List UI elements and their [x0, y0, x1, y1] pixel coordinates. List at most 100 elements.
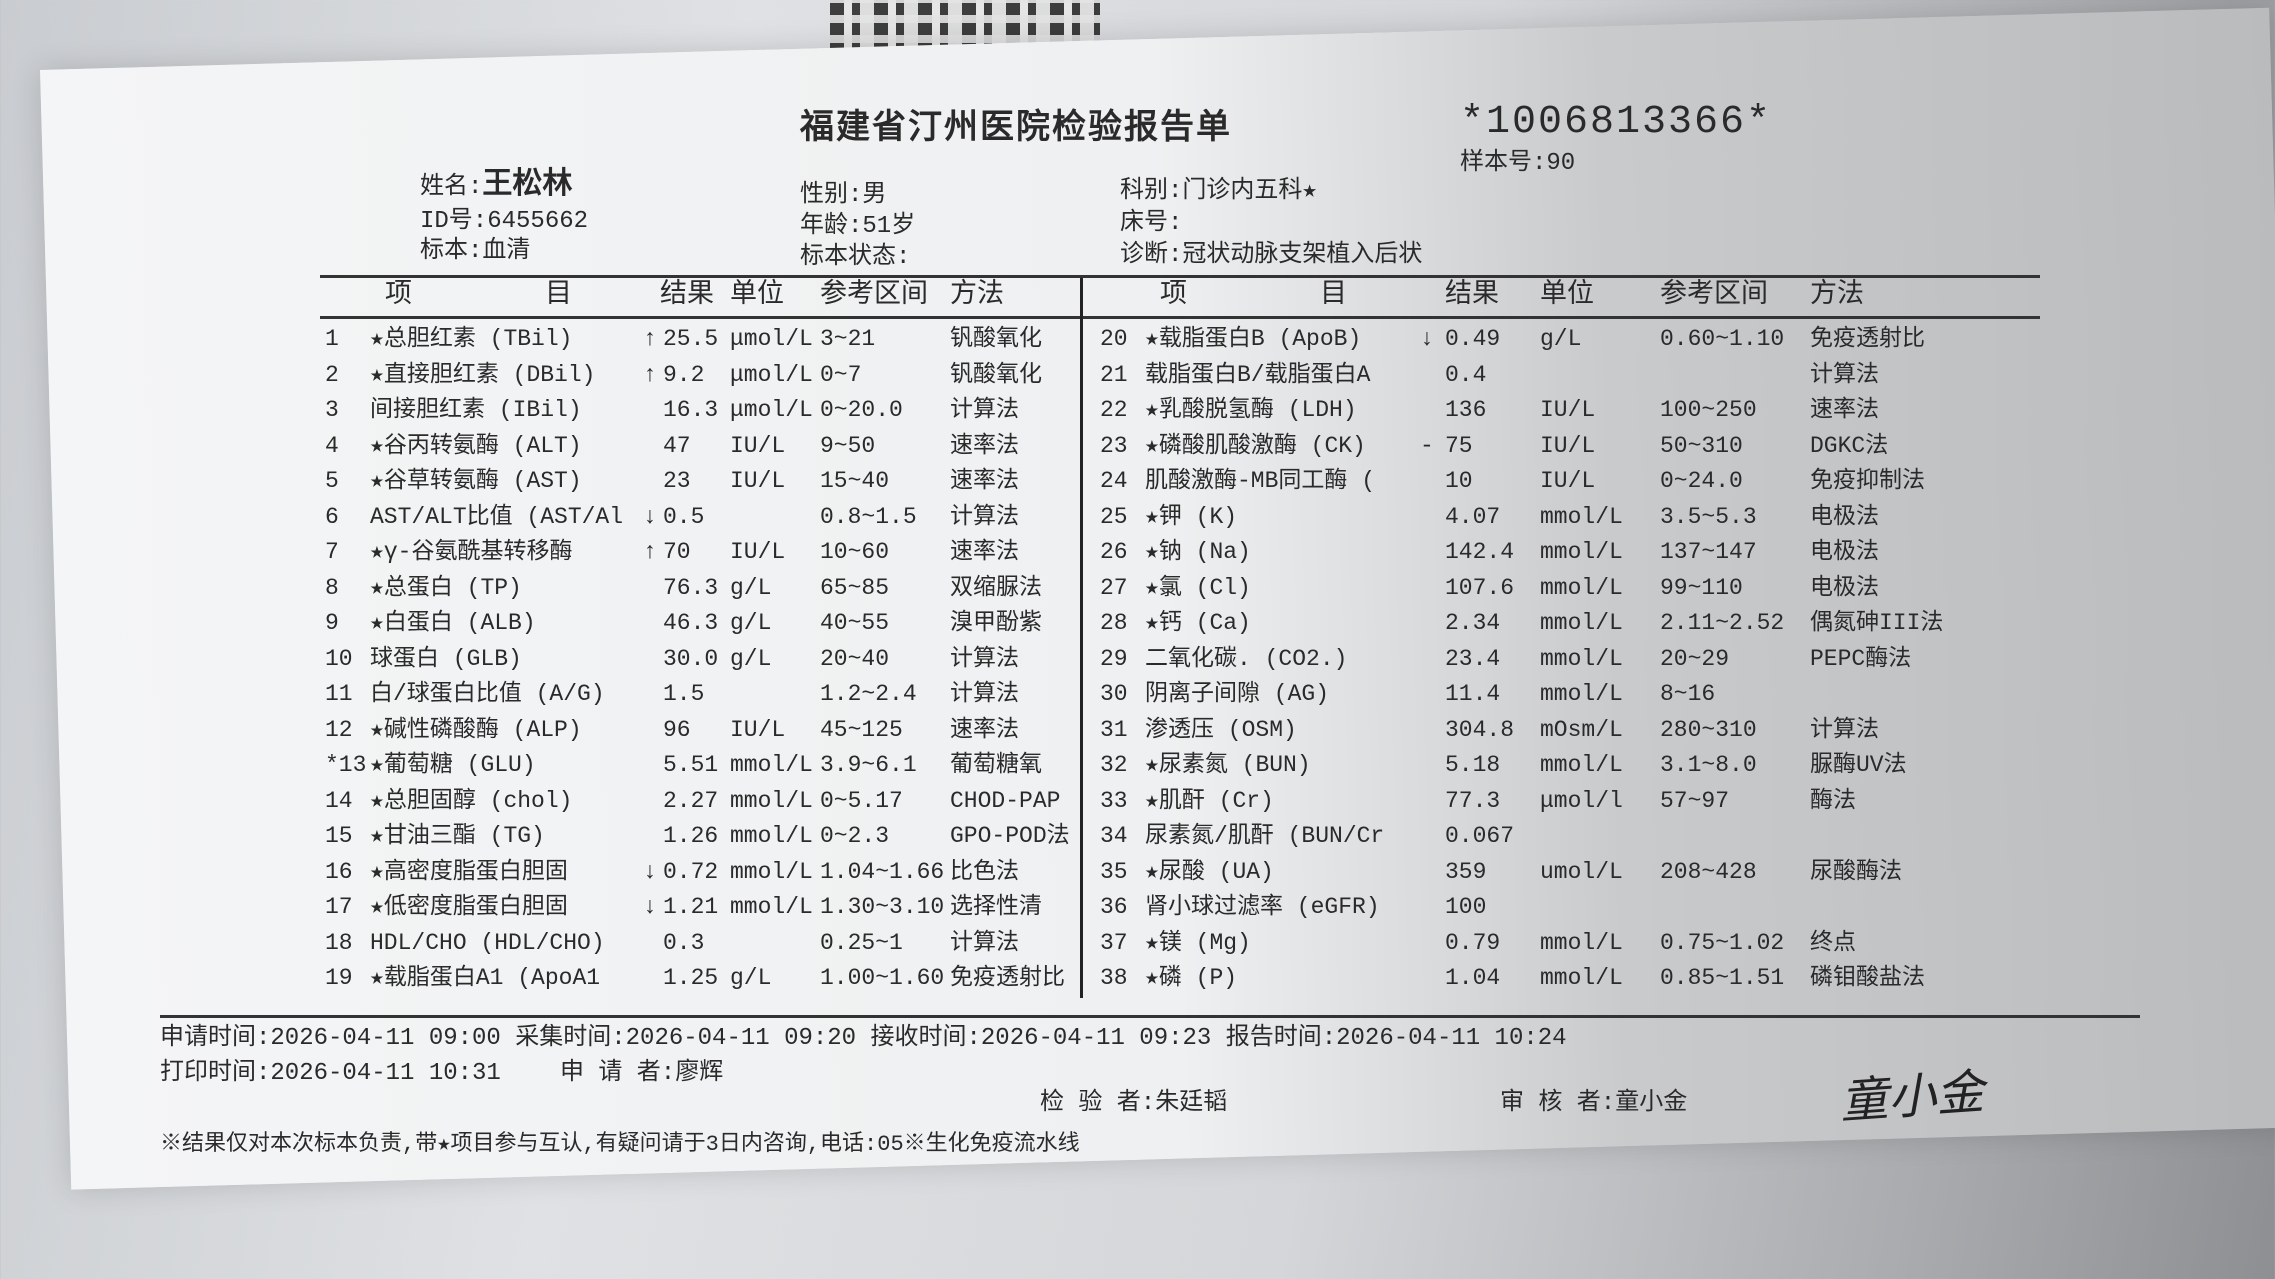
header-bottom-rule [320, 316, 2040, 319]
cell-flag: ↓ [643, 858, 657, 885]
cell-unit: μmol/L [730, 361, 813, 388]
cell-ref: 50~310 [1660, 432, 1743, 459]
cell-unit: g/L [730, 965, 772, 991]
footnote: ※结果仅对本次标本负责,带★项目参与互认,有疑问请于3日内咨询,电话:05※生化… [160, 1132, 1080, 1157]
cell-method: 偶氮砷III法 [1810, 610, 1944, 636]
specimen-status: 标本状态: [800, 244, 911, 271]
cell-method: CHOD-PAP [950, 787, 1061, 814]
cell-method: 脲酶UV法 [1810, 752, 1907, 778]
cell-no: 17 [325, 894, 353, 920]
cell-unit: mmol/L [1540, 929, 1623, 956]
patient-name: 姓名:王松林 [420, 168, 572, 206]
cell-unit: mmol/L [730, 752, 813, 778]
cell-ref: 280~310 [1660, 716, 1757, 743]
cell-ref: 0.8~1.5 [820, 503, 917, 530]
cell-result: 142.4 [1445, 539, 1515, 565]
cell-result: 2.27 [663, 787, 719, 814]
value: 门诊内五科★ [1182, 178, 1317, 205]
cell-ref: 0~5.17 [820, 787, 903, 814]
print-time: 打印时间:2026-04-11 10:31 [160, 1060, 501, 1087]
cell-result: 0.4 [1445, 361, 1487, 388]
cell-ref: 9~50 [820, 432, 876, 459]
cell-ref: 57~97 [1660, 787, 1730, 814]
cell-no: 2 [325, 361, 339, 388]
cell-name: ★载脂蛋白B (ApoB) [1145, 326, 1362, 352]
cell-method: 比色法 [950, 858, 1019, 885]
cell-name: 载脂蛋白B/载脂蛋白A [1145, 361, 1371, 388]
cell-ref: 1.2~2.4 [820, 681, 917, 707]
cell-result: 30.0 [663, 645, 719, 672]
cell-method: 免疫透射比 [950, 965, 1065, 991]
cell-flag: ↓ [643, 894, 657, 920]
cell-ref: 45~125 [820, 716, 903, 743]
cell-ref: 3.1~8.0 [1660, 752, 1757, 778]
label: 年龄: [800, 213, 863, 240]
specimen: 标本:血清 [420, 238, 530, 266]
cell-no: 25 [1100, 503, 1128, 530]
column-divider [1080, 278, 1083, 998]
column-header-ref: 参考区间 [820, 281, 928, 311]
cell-name: ★磷 (P) [1145, 965, 1238, 991]
cell-result: 1.5 [663, 681, 705, 707]
cell-result: 100 [1445, 894, 1487, 920]
label: 标本: [420, 238, 483, 265]
cell-result: 47 [663, 432, 691, 459]
cell-name: 间接胆红素 (IBil) [370, 397, 582, 423]
column-header-result: 结果 [660, 281, 714, 311]
cell-result: 107.6 [1445, 574, 1515, 601]
cell-name: AST/ALT比值 (AST/Al [370, 503, 624, 530]
cell-name: 渗透压 (OSM) [1145, 716, 1297, 743]
cell-result: 0.72 [663, 858, 719, 885]
cell-flag: ↑ [643, 326, 657, 352]
cell-unit: IU/L [730, 432, 786, 459]
cell-name: ★钾 (K) [1145, 503, 1238, 530]
cell-no: 19 [325, 965, 353, 991]
cell-no: 10 [325, 645, 353, 672]
cell-method: 葡萄糖氧 [950, 752, 1042, 778]
cell-result: 96 [663, 716, 691, 743]
cell-name: 肾小球过滤率 (eGFR) [1145, 894, 1380, 920]
cell-no: 29 [1100, 645, 1128, 672]
cell-flag: - [1420, 432, 1434, 459]
cell-result: 23.4 [1445, 645, 1501, 672]
value: 王松林 [482, 169, 573, 203]
cell-result: 0.067 [1445, 823, 1515, 849]
value: 51岁 [862, 213, 916, 240]
cell-result: 0.79 [1445, 929, 1501, 956]
cell-result: 5.18 [1445, 752, 1501, 778]
cell-ref: 0.75~1.02 [1660, 929, 1785, 956]
cell-unit: IU/L [1540, 432, 1596, 459]
cell-result: 23 [663, 468, 691, 494]
cell-no: 38 [1100, 965, 1128, 991]
cell-ref: 2.11~2.52 [1660, 610, 1785, 636]
cell-method: GPO-POD法 [950, 823, 1070, 849]
diagnosis: 诊断:冠状动脉支架植入后状 [1120, 242, 1422, 270]
cell-no: *13 [325, 752, 367, 778]
cell-ref: 100~250 [1660, 397, 1757, 423]
cell-name: 球蛋白 (GLB) [370, 645, 522, 672]
footer-rule [160, 1015, 2140, 1018]
lab-report-sheet: 福建省汀州医院检验报告单 *1006813366* 姓名:王松林 ID号:645… [40, 70, 2270, 1190]
cell-method: 计算法 [1810, 361, 1879, 388]
cell-method: 免疫抑制法 [1810, 468, 1925, 494]
cell-method: 钒酸氧化 [950, 326, 1042, 352]
cell-no: 4 [325, 432, 339, 459]
cell-method: 计算法 [950, 397, 1019, 423]
cell-ref: 15~40 [820, 468, 890, 494]
cell-result: 25.5 [663, 326, 719, 352]
cell-no: 35 [1100, 858, 1128, 885]
cell-unit: IU/L [730, 716, 786, 743]
cell-ref: 0.25~1 [820, 929, 903, 956]
cell-unit: mmol/L [1540, 681, 1623, 707]
cell-no: 15 [325, 823, 353, 849]
cell-result: 46.3 [663, 610, 719, 636]
cell-method: 溴甲酚紫 [950, 610, 1042, 636]
cell-name: ★尿酸 (UA) [1145, 858, 1274, 885]
cell-ref: 1.04~1.66 [820, 858, 945, 885]
cell-unit: mmol/L [1540, 503, 1623, 530]
cell-method: 酶法 [1810, 787, 1856, 814]
cell-unit: mmol/L [1540, 610, 1623, 636]
cell-result: 0.5 [663, 503, 705, 530]
value: 6455662 [487, 208, 589, 235]
cell-ref: 0~7 [820, 361, 862, 388]
